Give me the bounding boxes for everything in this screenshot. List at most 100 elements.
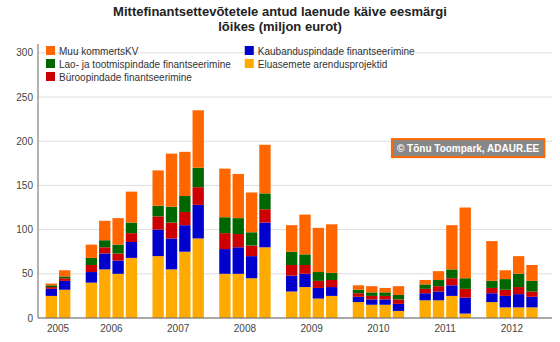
- bar-segment: [500, 290, 511, 296]
- bar-segment: [486, 241, 497, 281]
- bar-segment: [446, 285, 457, 296]
- bar-segment: [86, 258, 97, 265]
- bar-segment: [219, 249, 230, 274]
- bar-segment: [193, 238, 204, 318]
- bar-segment: [393, 311, 404, 318]
- bar-segment: [379, 299, 390, 304]
- bar-segment: [419, 280, 430, 284]
- bar-segment: [366, 296, 377, 300]
- bar-segment: [326, 287, 337, 296]
- bar-segment: [379, 292, 390, 296]
- bar-segment: [326, 224, 337, 273]
- bar-segment: [99, 240, 110, 247]
- bar-segment: [46, 285, 57, 287]
- bar-segment: [379, 296, 390, 300]
- bar-segment: [86, 272, 97, 283]
- bar-segment: [46, 296, 57, 318]
- bar-segment: [286, 252, 297, 265]
- legend-swatch: [245, 59, 254, 68]
- bar-segment: [299, 254, 310, 265]
- bar-segment: [419, 293, 430, 300]
- bar-segment: [460, 278, 471, 289]
- bar-segment: [59, 278, 70, 281]
- y-tick-label: 250: [16, 92, 33, 103]
- bar-segment: [313, 281, 324, 288]
- bar-segment: [326, 273, 337, 280]
- bar-segment: [179, 152, 190, 196]
- bar-segment: [419, 300, 430, 318]
- watermark-box: [392, 139, 544, 157]
- bar-segment: [460, 289, 471, 298]
- bar-segment: [46, 284, 57, 286]
- bar-segment: [179, 225, 190, 252]
- bar-segment: [179, 212, 190, 225]
- bar-segment: [446, 296, 457, 318]
- bar-segment: [513, 307, 524, 318]
- bar-segment: [246, 192, 257, 232]
- bar-segment: [152, 206, 163, 217]
- bar-segment: [112, 274, 123, 318]
- legend-label: Büroopindade finantseerimine: [59, 72, 192, 83]
- bar-segment: [379, 305, 390, 318]
- bar-segment: [152, 216, 163, 229]
- grid-line: [38, 185, 552, 186]
- y-tick-label: 200: [16, 136, 33, 147]
- bar-segment: [460, 298, 471, 314]
- bar-segment: [353, 297, 364, 302]
- legend-swatch: [245, 46, 254, 55]
- legend: Muu kommertsKV Lao- ja tootmispindade fin…: [46, 46, 415, 83]
- bar-segment: [59, 276, 70, 278]
- bar-segment: [112, 253, 123, 260]
- bar-segment: [299, 287, 310, 318]
- bar-segment: [246, 278, 257, 318]
- bar-segment: [126, 233, 137, 242]
- bar-segment: [99, 221, 110, 240]
- bar-segment: [366, 292, 377, 296]
- bar-segment: [366, 305, 377, 318]
- bar-segment: [126, 258, 137, 318]
- bar-segment: [219, 274, 230, 318]
- bar-segment: [126, 242, 137, 258]
- bar-segment: [433, 300, 444, 318]
- bar-segment: [246, 232, 257, 245]
- bar-segment: [193, 168, 204, 187]
- bar-segment: [513, 274, 524, 287]
- bar-segment: [326, 296, 337, 318]
- bar-segment: [486, 281, 497, 288]
- bar-segment: [313, 288, 324, 299]
- bar-segment: [152, 170, 163, 205]
- bar-segment: [166, 238, 177, 269]
- bar-segment: [99, 269, 110, 318]
- bar-segment: [500, 296, 511, 307]
- y-tick-label: 50: [22, 268, 34, 279]
- x-tick-label: 2012: [501, 323, 524, 334]
- bar-segment: [486, 288, 497, 293]
- bar-segment: [246, 256, 257, 278]
- bar-segment: [526, 281, 537, 292]
- bar-segment: [486, 302, 497, 318]
- chart: Mittefinantsettevõtetele antud laenude k…: [0, 0, 560, 342]
- legend-label: Muu kommertsKV: [59, 46, 139, 57]
- bar-segment: [193, 187, 204, 205]
- bar-segment: [286, 276, 297, 292]
- y-tick-label: 300: [16, 47, 33, 58]
- legend-swatch: [46, 46, 55, 55]
- bar-segment: [526, 297, 537, 308]
- bar-segment: [86, 265, 97, 272]
- bar-segment: [46, 287, 57, 289]
- bar-segment: [246, 246, 257, 257]
- bar-segment: [259, 223, 270, 248]
- bar-segment: [366, 286, 377, 292]
- bar-segment: [433, 271, 444, 280]
- bar-segment: [152, 256, 163, 318]
- legend-label: Lao- ja tootmispindade finantseerimine: [59, 59, 231, 70]
- title-line: Mittefinantsettevõtetele antud laenude k…: [113, 4, 447, 19]
- bar-segment: [500, 270, 511, 279]
- bar-segment: [233, 247, 244, 274]
- bar-segment: [166, 207, 177, 223]
- bar-segment: [286, 225, 297, 252]
- legend-swatch: [46, 59, 55, 68]
- bar-segment: [59, 281, 70, 290]
- bar-segment: [460, 314, 471, 318]
- x-tick-label: 2011: [434, 323, 456, 334]
